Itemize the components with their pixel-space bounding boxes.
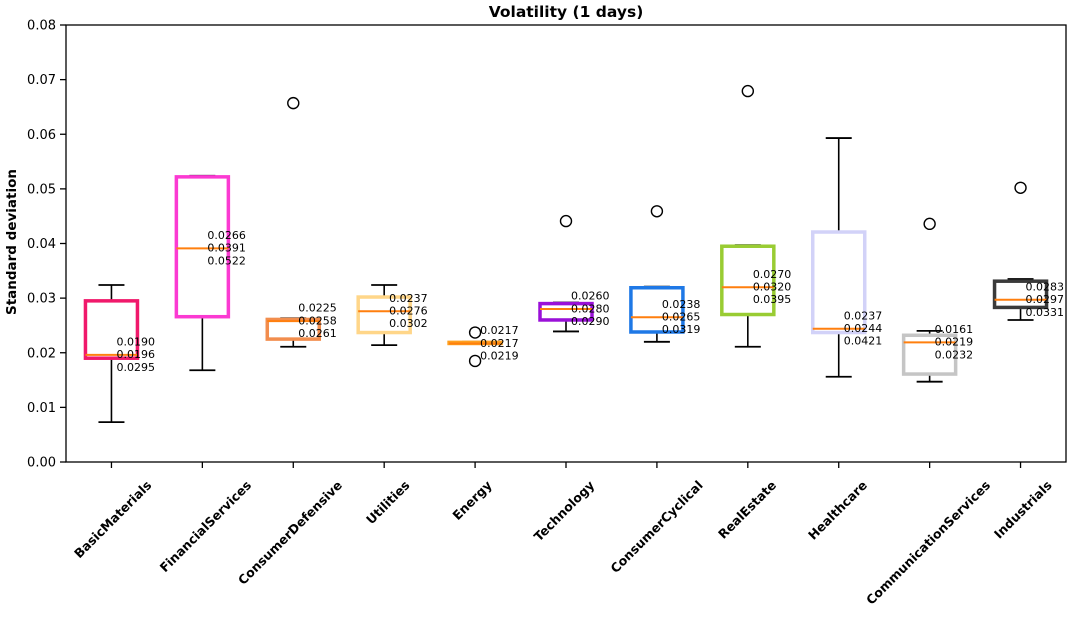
- y-tick-label: 0.06: [27, 128, 56, 143]
- box-stat-annotation: 0.0219: [480, 349, 519, 362]
- outlier-point: [741, 84, 755, 98]
- box-stat-annotation: 0.0395: [753, 293, 792, 306]
- box-stat-annotation: 0.0302: [389, 317, 428, 330]
- y-tick-label: 0.07: [27, 73, 56, 88]
- box-stat-annotation: 0.0276: [389, 305, 428, 318]
- box-stat-annotation: 0.0258: [298, 314, 337, 327]
- box-stat-annotation: 0.0266: [207, 229, 246, 242]
- box-Industrials: [992, 279, 1049, 310]
- x-tick-label-ConsumerDefensive: ConsumerDefensive: [235, 478, 345, 588]
- x-tick-label-Technology: Technology: [531, 478, 598, 545]
- box-Technology: [538, 301, 594, 322]
- x-tick-label-Healthcare: Healthcare: [805, 478, 870, 543]
- box-stat-annotation: 0.0283: [1026, 280, 1065, 293]
- box-stat-annotation: 0.0522: [207, 254, 246, 267]
- y-tick-label: 0.08: [27, 19, 56, 34]
- box-stat-annotation: 0.0421: [844, 335, 883, 348]
- box-CommunicationServices: [901, 333, 958, 376]
- box-stat-annotation: 0.0161: [935, 323, 974, 336]
- x-tick-label-Energy: Energy: [449, 478, 494, 523]
- outlier-point: [468, 326, 482, 339]
- outlier-point: [650, 205, 664, 218]
- box-stat-annotation: 0.0265: [662, 311, 701, 324]
- y-tick-label: 0.00: [27, 456, 56, 471]
- x-tick-label-FinancialServices: FinancialServices: [157, 478, 255, 576]
- box-FinancialServices: [174, 175, 231, 319]
- outlier-point: [468, 354, 482, 368]
- box-stat-annotation: 0.0225: [298, 302, 337, 315]
- x-tick-label-RealEstate: RealEstate: [715, 478, 779, 542]
- box-stat-annotation: 0.0261: [298, 327, 337, 340]
- box-stat-annotation: 0.0280: [571, 302, 610, 315]
- box-stat-annotation: 0.0290: [571, 315, 610, 328]
- x-tick-label-ConsumerCyclical: ConsumerCyclical: [607, 478, 705, 576]
- box-ConsumerDefensive: [265, 317, 322, 341]
- box-stat-annotation: 0.0237: [844, 309, 883, 322]
- box-stat-annotation: 0.0237: [389, 292, 428, 305]
- outlier-point: [287, 96, 300, 110]
- x-tick-label-Industrials: Industrials: [991, 478, 1055, 542]
- box-stat-annotation: 0.0232: [935, 348, 974, 361]
- box-Utilities: [356, 295, 412, 335]
- x-tick-label-BasicMaterials: BasicMaterials: [71, 478, 154, 561]
- y-tick-label: 0.05: [27, 182, 56, 197]
- y-tick-label: 0.04: [27, 237, 56, 252]
- box-stat-annotation: 0.0238: [662, 298, 701, 311]
- box-stat-annotation: 0.0319: [662, 323, 701, 336]
- box-stat-annotation: 0.0219: [935, 336, 974, 349]
- box-ConsumerCyclical: [629, 285, 685, 334]
- box-stat-annotation: 0.0260: [571, 290, 610, 303]
- x-tick-label-CommunicationServices: CommunicationServices: [863, 478, 993, 608]
- box-stat-annotation: 0.0391: [207, 242, 246, 255]
- box-stat-annotation: 0.0331: [1026, 306, 1065, 319]
- box-stat-annotation: 0.0196: [116, 348, 155, 361]
- box-RealEstate: [720, 244, 776, 317]
- box-stat-annotation: 0.0270: [753, 268, 792, 281]
- box-BasicMaterials: [83, 299, 140, 360]
- y-tick-label: 0.02: [27, 346, 56, 361]
- y-tick-label: 0.01: [27, 401, 56, 416]
- box-stat-annotation: 0.0295: [116, 361, 155, 374]
- x-tick-label-Utilities: Utilities: [363, 478, 413, 528]
- outlier-point: [1014, 181, 1027, 194]
- y-tick-label: 0.03: [27, 292, 56, 307]
- box-stat-annotation: 0.0217: [480, 324, 519, 337]
- box-stat-annotation: 0.0320: [753, 281, 792, 294]
- box-stat-annotation: 0.0297: [1026, 293, 1065, 306]
- box-stat-annotation: 0.0244: [844, 322, 883, 335]
- outlier-point: [923, 217, 936, 231]
- box-stat-annotation: 0.0190: [116, 336, 155, 349]
- outlier-point: [559, 214, 573, 228]
- box-Healthcare: [810, 230, 867, 335]
- chart-title: Volatility (1 days): [488, 3, 644, 21]
- box-stat-annotation: 0.0217: [480, 337, 519, 350]
